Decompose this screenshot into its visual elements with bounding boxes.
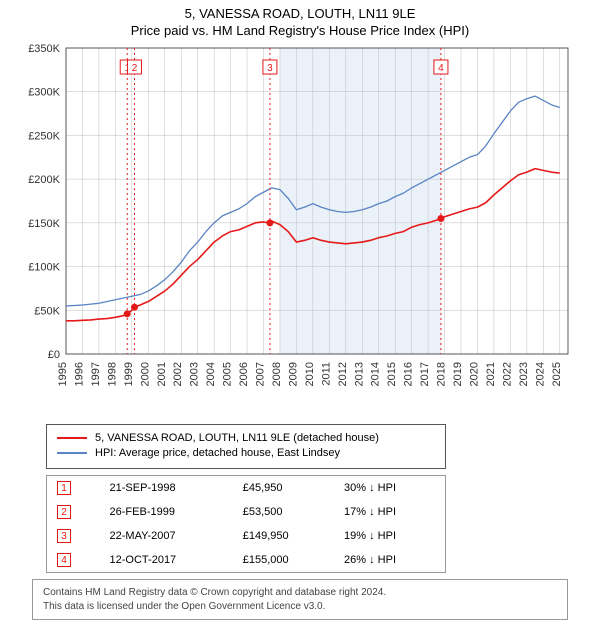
sale-price: £155,000	[233, 548, 334, 573]
svg-text:2007: 2007	[255, 362, 267, 386]
svg-text:£100K: £100K	[28, 262, 60, 274]
legend-label: 5, VANESSA ROAD, LOUTH, LN11 9LE (detach…	[95, 432, 379, 444]
svg-text:2020: 2020	[468, 362, 480, 386]
svg-text:2012: 2012	[337, 362, 349, 386]
svg-text:2021: 2021	[485, 362, 497, 386]
page-subtitle: Price paid vs. HM Land Registry's House …	[0, 23, 600, 38]
svg-text:£250K: £250K	[28, 130, 60, 142]
svg-text:2: 2	[132, 63, 138, 74]
table-row: 1 21-SEP-1998£45,95030% ↓ HPI	[47, 476, 446, 501]
svg-text:1998: 1998	[106, 362, 118, 386]
svg-text:4: 4	[438, 63, 444, 74]
chart-svg: £0 £50K £100K £150K £200K £250K £300K £350K 1995…	[20, 44, 580, 404]
svg-text:1997: 1997	[90, 362, 102, 386]
footnote-line2: This data is licensed under the Open Gov…	[43, 600, 557, 614]
sale-number-badge: 4	[57, 553, 71, 567]
sale-hpi-delta: 19% ↓ HPI	[334, 524, 445, 548]
legend-swatch	[57, 437, 87, 439]
svg-text:2018: 2018	[436, 362, 448, 386]
svg-text:2002: 2002	[172, 362, 184, 386]
svg-text:£300K: £300K	[28, 87, 60, 99]
legend-row: HPI: Average price, detached house, East…	[57, 447, 435, 459]
chart-legend: 5, VANESSA ROAD, LOUTH, LN11 9LE (detach…	[46, 424, 446, 469]
sale-number-badge: 3	[57, 529, 71, 543]
svg-text:1996: 1996	[73, 362, 85, 386]
svg-text:3: 3	[267, 63, 273, 74]
svg-text:2011: 2011	[320, 362, 332, 386]
legend-label: HPI: Average price, detached house, East…	[95, 447, 340, 459]
svg-text:2015: 2015	[386, 362, 398, 386]
svg-text:2010: 2010	[304, 362, 316, 386]
sale-date: 12-OCT-2017	[100, 548, 233, 573]
svg-text:2013: 2013	[353, 362, 365, 386]
svg-text:2023: 2023	[518, 362, 530, 386]
svg-text:2022: 2022	[501, 362, 513, 386]
svg-text:2025: 2025	[551, 362, 563, 386]
footnote-line1: Contains HM Land Registry data © Crown c…	[43, 586, 557, 600]
licence-footnote: Contains HM Land Registry data © Crown c…	[32, 579, 568, 620]
svg-text:2004: 2004	[205, 362, 217, 386]
svg-text:2000: 2000	[139, 362, 151, 386]
svg-text:2019: 2019	[452, 362, 464, 386]
sale-hpi-delta: 17% ↓ HPI	[334, 500, 445, 524]
sales-annotation-table: 1 21-SEP-1998£45,95030% ↓ HPI 2 26-FEB-1999…	[46, 475, 446, 573]
sale-date: 26-FEB-1999	[100, 500, 233, 524]
svg-text:2005: 2005	[222, 362, 234, 386]
svg-text:2009: 2009	[287, 362, 299, 386]
svg-text:£50K: £50K	[34, 305, 60, 317]
table-row: 4 12-OCT-2017£155,00026% ↓ HPI	[47, 548, 446, 573]
legend-swatch	[57, 452, 87, 454]
svg-text:1999: 1999	[123, 362, 135, 386]
sale-number-badge: 2	[57, 505, 71, 519]
sale-date: 21-SEP-1998	[100, 476, 233, 501]
table-row: 3 22-MAY-2007£149,95019% ↓ HPI	[47, 524, 446, 548]
page-title-address: 5, VANESSA ROAD, LOUTH, LN11 9LE	[0, 6, 600, 21]
svg-text:1995: 1995	[57, 362, 69, 386]
sale-hpi-delta: 30% ↓ HPI	[334, 476, 445, 501]
svg-text:2001: 2001	[156, 362, 168, 386]
svg-text:£350K: £350K	[28, 44, 60, 55]
sale-price: £53,500	[233, 500, 334, 524]
sale-price: £45,950	[233, 476, 334, 501]
svg-text:2014: 2014	[370, 362, 382, 386]
table-row: 2 26-FEB-1999£53,50017% ↓ HPI	[47, 500, 446, 524]
svg-text:2008: 2008	[271, 362, 283, 386]
sale-hpi-delta: 26% ↓ HPI	[334, 548, 445, 573]
price-chart: £0 £50K £100K £150K £200K £250K £300K £350K 1995…	[20, 44, 580, 404]
svg-text:2016: 2016	[403, 362, 415, 386]
legend-row: 5, VANESSA ROAD, LOUTH, LN11 9LE (detach…	[57, 432, 435, 444]
sale-number-badge: 1	[57, 481, 71, 495]
sale-price: £149,950	[233, 524, 334, 548]
svg-text:£200K: £200K	[28, 174, 60, 186]
svg-text:2006: 2006	[238, 362, 250, 386]
sale-date: 22-MAY-2007	[100, 524, 233, 548]
svg-text:2024: 2024	[534, 362, 546, 386]
svg-text:£0: £0	[48, 349, 60, 361]
svg-text:2003: 2003	[189, 362, 201, 386]
svg-text:2017: 2017	[419, 362, 431, 386]
svg-text:£150K: £150K	[28, 218, 60, 230]
